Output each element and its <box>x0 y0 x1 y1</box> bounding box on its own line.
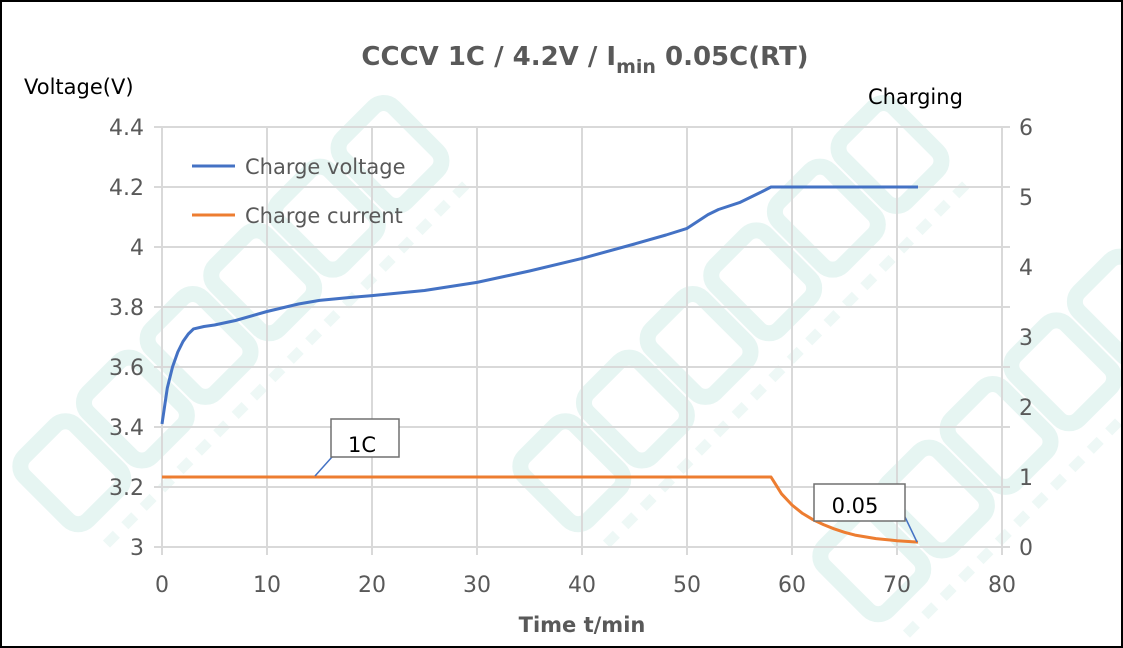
x-tick-label: 60 <box>778 573 806 598</box>
y-right-tick-label: 6 <box>1019 116 1033 141</box>
annotation-box <box>330 418 400 458</box>
watermark-tagline-shape <box>602 172 978 548</box>
gridlines <box>154 126 1010 555</box>
y-right-tick-label: 0 <box>1019 536 1033 561</box>
watermark-letter-shape <box>639 285 759 405</box>
x-tick-label: 80 <box>988 573 1016 598</box>
annotation-1c: 1C <box>314 418 400 477</box>
legend: Charge voltage Charge current <box>192 155 406 228</box>
watermark-letter-shape <box>575 349 695 469</box>
y-right-tick-label: 4 <box>1019 256 1033 281</box>
watermark-letter-shape <box>512 413 632 533</box>
legend-label-voltage: Charge voltage <box>245 155 406 179</box>
x-axis-label: Time t/min <box>519 613 646 637</box>
watermark-letter-shape <box>1003 312 1121 432</box>
x-tick-label: 30 <box>463 573 491 598</box>
series-lines <box>160 185 919 544</box>
watermark-letter-shape <box>12 413 132 533</box>
x-tick-label: 20 <box>358 573 386 598</box>
y-right-tick-label: 1 <box>1019 466 1033 491</box>
tick-labels: 0 10 20 30 40 50 60 70 80 3 3.2 3.4 3.6 3.8 4 4.2 4.4 0 1 2… <box>109 116 1033 598</box>
y-left-tick-label: 4.2 <box>109 176 144 201</box>
y-right-tick-label: 3 <box>1019 326 1033 351</box>
y-right-tick-label: 2 <box>1019 396 1033 421</box>
annotation-005: 0.05 <box>813 483 918 543</box>
legend-label-current: Charge current <box>245 204 403 228</box>
y-axis-left-label: Voltage(V) <box>24 75 134 99</box>
annotation-label: 0.05 <box>832 494 879 518</box>
series-line-charge-current <box>162 475 919 544</box>
annotation-leader <box>314 456 333 477</box>
y-left-tick-label: 3 <box>130 536 144 561</box>
annotation-box <box>813 483 906 522</box>
y-left-tick-label: 3.8 <box>109 296 144 321</box>
series-line-charge-voltage <box>160 185 918 425</box>
y-left-tick-label: 3.6 <box>109 356 144 381</box>
watermark-logo <box>512 95 978 548</box>
y-right-tick-label: 5 <box>1019 186 1033 211</box>
x-tick-label: 10 <box>253 573 281 598</box>
annotation-leader <box>904 516 918 543</box>
annotation-label: 1C <box>348 433 376 457</box>
y-axis-right-label: Charging <box>868 85 963 109</box>
y-left-tick-label: 4.4 <box>109 116 144 141</box>
watermark-letter-shape <box>1066 248 1121 368</box>
x-tick-label: 50 <box>673 573 701 598</box>
watermark <box>12 95 1121 638</box>
x-tick-label: 40 <box>568 573 596 598</box>
watermark-letter-shape <box>875 439 995 559</box>
y-left-tick-label: 3.4 <box>109 416 144 441</box>
watermark-letter-shape <box>939 375 1059 495</box>
x-tick-label: 0 <box>155 573 169 598</box>
chart-title: CCCV 1C / 4.2V / Imin 0.05C(RT) <box>361 42 808 78</box>
y-left-tick-label: 4 <box>130 236 144 261</box>
watermark-letter-shape <box>139 285 259 405</box>
watermark-letter-shape <box>75 349 195 469</box>
y-left-tick-label: 3.2 <box>109 476 144 501</box>
x-tick-label: 70 <box>883 573 911 598</box>
watermark-tagline-shape <box>902 262 1121 638</box>
